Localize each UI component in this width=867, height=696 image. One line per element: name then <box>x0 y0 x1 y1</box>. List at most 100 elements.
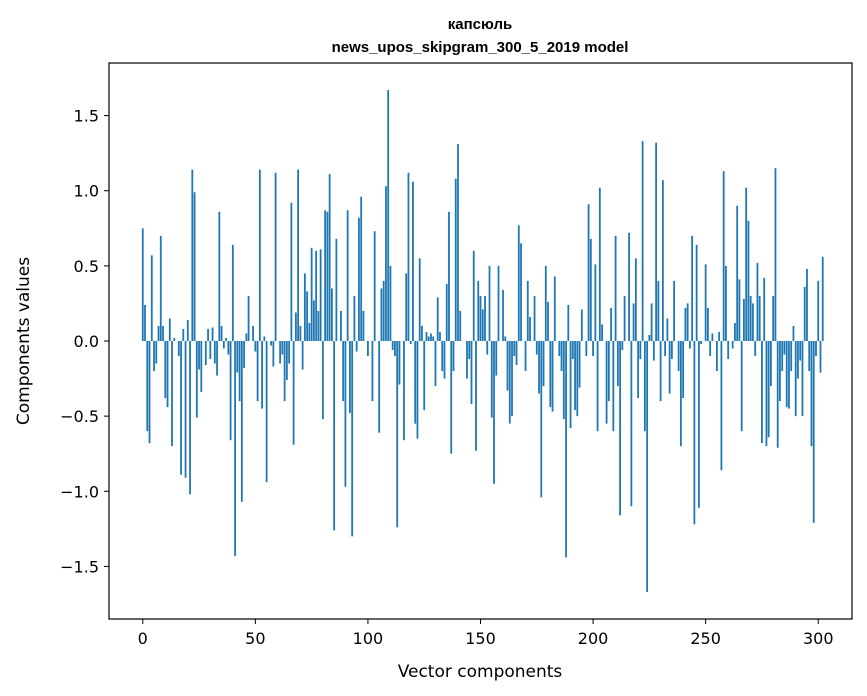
bar <box>333 341 336 531</box>
bar <box>502 289 504 341</box>
bar <box>648 334 651 341</box>
y-tick-label: −1.0 <box>60 482 99 501</box>
bar <box>623 295 626 341</box>
bar <box>740 341 743 432</box>
bar <box>797 341 799 379</box>
bar <box>182 328 185 341</box>
bar <box>240 341 243 502</box>
bar <box>731 341 734 349</box>
bar <box>405 273 408 341</box>
bar <box>806 268 808 341</box>
bar <box>198 341 200 370</box>
bar <box>301 341 304 370</box>
bar <box>612 341 615 432</box>
bar <box>700 341 703 345</box>
bar <box>387 90 390 341</box>
bar <box>371 341 374 402</box>
bar <box>655 142 658 341</box>
bar <box>547 301 549 341</box>
bar <box>695 244 698 341</box>
bar <box>693 341 696 525</box>
bar <box>186 319 189 341</box>
bar <box>495 341 498 376</box>
bar <box>738 279 741 341</box>
bar <box>549 341 552 408</box>
bar <box>229 341 232 441</box>
bar <box>220 325 223 341</box>
bar <box>551 341 554 412</box>
bar <box>265 341 268 483</box>
bar <box>263 336 266 341</box>
bar <box>637 341 640 399</box>
bar <box>168 318 171 341</box>
bar <box>213 341 216 364</box>
bar <box>326 211 329 341</box>
bar <box>308 322 311 341</box>
bar <box>432 336 435 341</box>
bar <box>535 341 538 355</box>
bar <box>225 337 227 341</box>
bar <box>493 341 495 484</box>
bar <box>177 341 180 357</box>
bar <box>398 341 401 385</box>
bar <box>634 258 637 341</box>
bar <box>698 341 700 508</box>
bar <box>511 341 513 417</box>
y-tick-label: 1.0 <box>74 182 99 201</box>
bar <box>315 250 318 341</box>
bar <box>367 341 369 357</box>
bar <box>526 280 529 341</box>
bar <box>515 341 518 366</box>
bar <box>450 341 453 454</box>
bar <box>670 341 673 360</box>
bar <box>448 211 450 341</box>
bar <box>159 235 162 341</box>
bar <box>605 341 608 424</box>
bar <box>144 304 146 341</box>
bar <box>258 169 261 341</box>
bar <box>231 244 234 341</box>
bar <box>412 181 414 341</box>
bar <box>727 341 730 360</box>
bar <box>297 169 300 341</box>
bar <box>441 341 444 372</box>
bar <box>684 307 687 341</box>
bar <box>504 336 507 341</box>
bar <box>736 205 739 341</box>
bar <box>763 277 766 341</box>
bar <box>319 249 322 341</box>
bar <box>747 220 750 341</box>
bar <box>189 341 191 495</box>
bar <box>285 341 288 381</box>
bar <box>558 341 561 357</box>
bar <box>344 341 347 487</box>
bar <box>306 291 309 341</box>
bar <box>553 276 556 341</box>
bar <box>790 341 793 372</box>
bar <box>799 341 802 361</box>
bar <box>646 341 649 592</box>
bar <box>785 341 788 408</box>
bar <box>596 341 599 432</box>
bar <box>666 318 669 341</box>
bar <box>236 341 239 373</box>
bar <box>630 341 633 507</box>
bar <box>184 341 187 478</box>
bar <box>691 235 694 341</box>
bar <box>749 295 752 341</box>
bar <box>396 341 399 528</box>
bar <box>743 298 745 341</box>
bar <box>801 341 804 417</box>
bar <box>195 341 198 418</box>
bar <box>765 341 768 447</box>
bar <box>709 341 712 357</box>
bar <box>155 341 158 364</box>
bar <box>211 327 214 341</box>
bar <box>443 341 446 379</box>
bar <box>783 341 786 355</box>
bar <box>650 303 653 341</box>
bar <box>767 341 770 438</box>
bars-group <box>141 90 824 592</box>
bar <box>788 341 790 409</box>
